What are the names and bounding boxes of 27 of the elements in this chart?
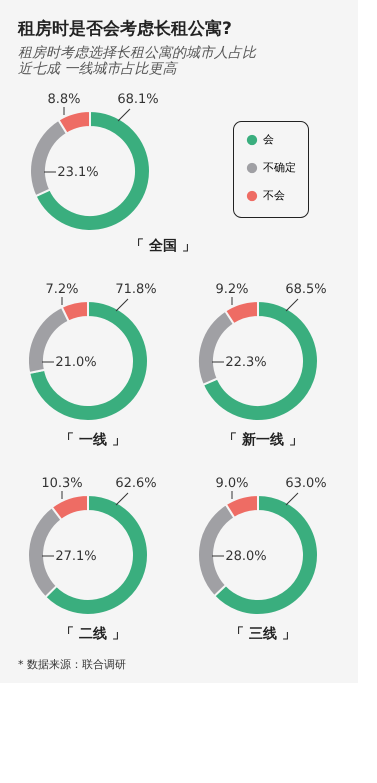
text: * 数据来源：联合调研 — [18, 658, 126, 671]
data-label: 8.8% — [47, 92, 81, 107]
data-label: 28.0% — [225, 549, 267, 564]
legend-label: 会 — [263, 133, 274, 146]
text: 「 二线 」 — [60, 626, 126, 642]
donut-slice — [28, 300, 149, 422]
data-label: 10.3% — [41, 476, 83, 491]
chart-subtitle: 租房时考虑选择长租公寓的城市人占比近七成 一线城市占比更高 — [18, 45, 257, 77]
data-label: 9.2% — [215, 282, 249, 297]
data-label: 23.1% — [57, 165, 99, 180]
data-label: 68.5% — [285, 282, 327, 297]
data-label: 22.3% — [225, 355, 267, 370]
text: 「 全国 」 — [130, 238, 196, 254]
chart-title: 租房时是否会考虑长租公寓? — [17, 19, 232, 39]
data-label: 71.8% — [115, 282, 157, 297]
text: 「 三线 」 — [230, 626, 296, 642]
data-label: 7.2% — [45, 282, 79, 297]
data-label: 21.0% — [55, 355, 97, 370]
text: 「 新一线 」 — [223, 431, 303, 448]
data-label: 68.1% — [117, 92, 159, 107]
legend-label: 不确定 — [263, 161, 296, 174]
text: 「 一线 」 — [60, 432, 126, 448]
data-label: 62.6% — [115, 476, 157, 491]
data-label: 9.0% — [215, 476, 249, 491]
legend-label: 不会 — [263, 189, 285, 202]
data-label: 27.1% — [55, 549, 97, 564]
data-label: 63.0% — [285, 476, 327, 491]
